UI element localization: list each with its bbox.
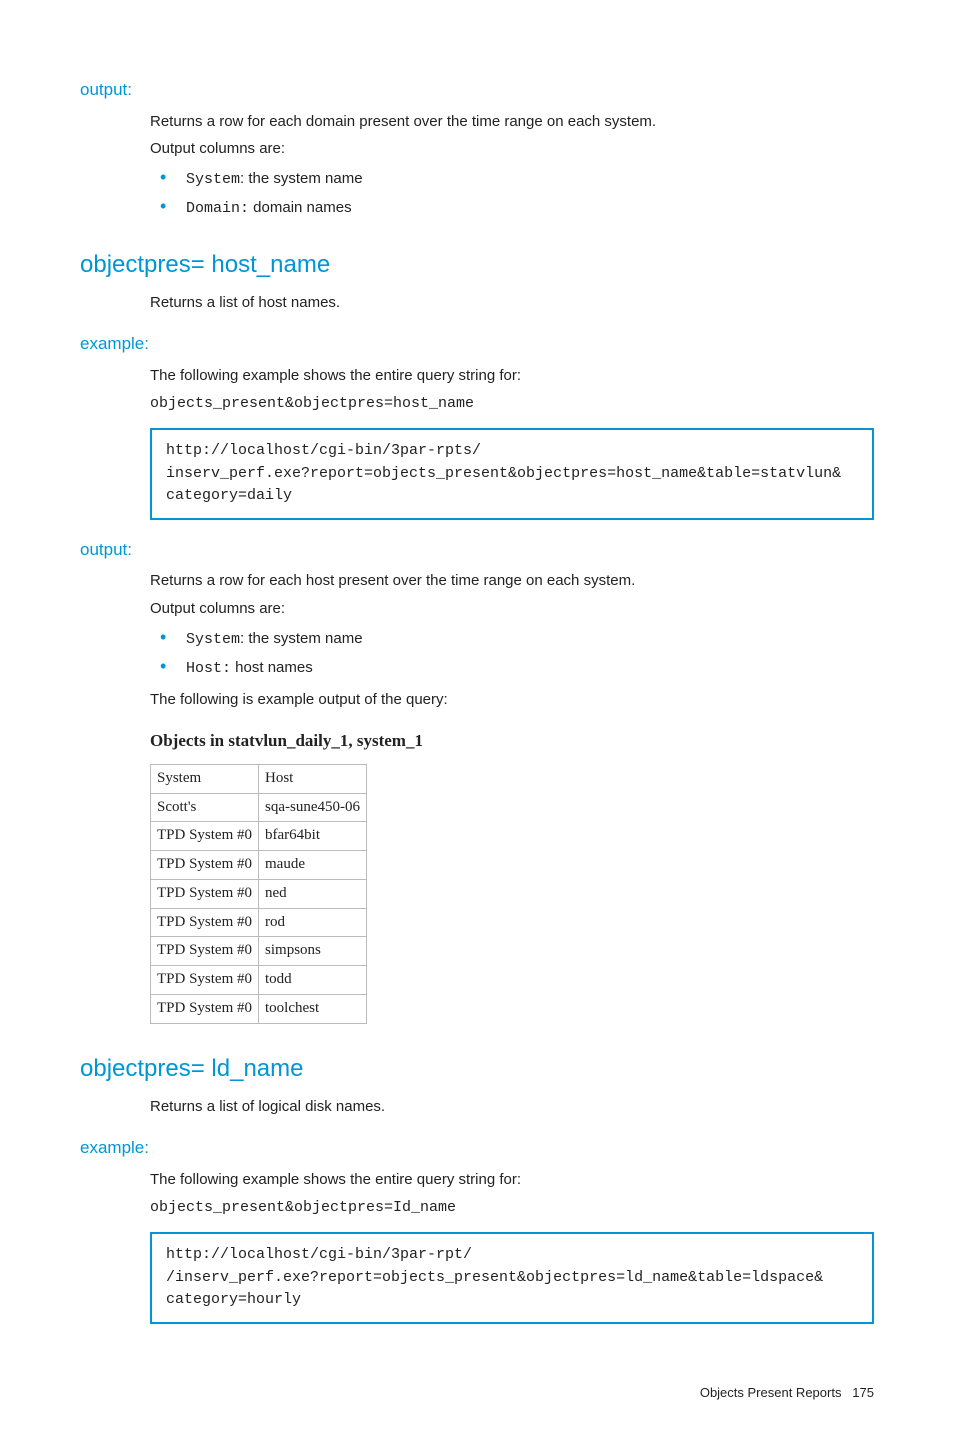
table-cell: simpsons [259, 937, 367, 966]
table-row: TPD System #0toolchest [151, 994, 367, 1023]
heading-host-desc: Returns a list of host names. [150, 292, 874, 314]
bullet-item: Host: host names [150, 657, 874, 680]
bullet-item: System: the system name [150, 628, 874, 651]
table-row: TPD System #0bfar64bit [151, 822, 367, 851]
page-footer: Objects Present Reports 175 [80, 1384, 874, 1403]
output-desc-2: Returns a row for each host present over… [150, 570, 874, 592]
heading-host-name: objectpres= host_name [80, 248, 874, 283]
table-cell: todd [259, 966, 367, 995]
example-body-2: The following example shows the entire q… [150, 1169, 874, 1219]
table-title: Objects in statvlun_daily_1, system_1 [150, 729, 874, 754]
table-row: System Host [151, 764, 367, 793]
table-row: Scott'ssqa-sune450-06 [151, 793, 367, 822]
table-cell: TPD System #0 [151, 908, 259, 937]
bullet-text: domain names [249, 199, 352, 216]
output-after-2: The following is example output of the q… [150, 689, 874, 711]
footer-text: Objects Present Reports [700, 1385, 842, 1400]
table-cell: TPD System #0 [151, 879, 259, 908]
bullet-code: Domain: [186, 200, 249, 217]
table-cell: TPD System #0 [151, 937, 259, 966]
table-cell: TPD System #0 [151, 851, 259, 880]
table-cell: ned [259, 879, 367, 908]
output-bullets-1: System: the system name Domain: domain n… [150, 168, 874, 220]
example-desc-1: The following example shows the entire q… [150, 365, 874, 387]
code-box-1: http://localhost/cgi-bin/3par-rpts/ inse… [150, 428, 874, 520]
bullet-item: Domain: domain names [150, 197, 874, 220]
table-header-cell: Host [259, 764, 367, 793]
table-cell: TPD System #0 [151, 822, 259, 851]
example-body-1: The following example shows the entire q… [150, 365, 874, 415]
table-row: TPD System #0todd [151, 966, 367, 995]
code-box-2: http://localhost/cgi-bin/3par-rpt/ /inse… [150, 1232, 874, 1324]
table-cell: TPD System #0 [151, 994, 259, 1023]
footer-page: 175 [852, 1385, 874, 1400]
bullet-text: : the system name [240, 630, 363, 647]
table-cell: maude [259, 851, 367, 880]
output-cols-intro-1: Output columns are: [150, 138, 874, 160]
example-label-2: example: [80, 1136, 874, 1161]
heading-host-desc-wrap: Returns a list of host names. [150, 292, 874, 314]
example-code-line-2: objects_present&objectpres=Id_name [150, 1197, 874, 1219]
bullet-code: System [186, 171, 240, 188]
table-row: TPD System #0ned [151, 879, 367, 908]
bullet-text: : the system name [240, 170, 363, 187]
heading-ld-desc: Returns a list of logical disk names. [150, 1096, 874, 1118]
bullet-text: host names [231, 659, 313, 676]
output-desc-1: Returns a row for each domain present ov… [150, 111, 874, 133]
table-cell: TPD System #0 [151, 966, 259, 995]
table-row: TPD System #0maude [151, 851, 367, 880]
table-cell: Scott's [151, 793, 259, 822]
output-body-2: Returns a row for each host present over… [150, 570, 874, 1023]
bullet-code: System [186, 631, 240, 648]
table-cell: rod [259, 908, 367, 937]
table-cell: sqa-sune450-06 [259, 793, 367, 822]
bullet-code: Host: [186, 660, 231, 677]
example-label-1: example: [80, 332, 874, 357]
bullet-item: System: the system name [150, 168, 874, 191]
table-row: TPD System #0rod [151, 908, 367, 937]
table-header-cell: System [151, 764, 259, 793]
output-bullets-2: System: the system name Host: host names [150, 628, 874, 680]
output-table: System Host Scott'ssqa-sune450-06 TPD Sy… [150, 764, 367, 1024]
heading-ld-name: objectpres= ld_name [80, 1052, 874, 1087]
example-desc-2: The following example shows the entire q… [150, 1169, 874, 1191]
output-label-2: output: [80, 538, 874, 563]
output-body-1: Returns a row for each domain present ov… [150, 111, 874, 220]
table-cell: bfar64bit [259, 822, 367, 851]
output-cols-intro-2: Output columns are: [150, 598, 874, 620]
example-code-line-1: objects_present&objectpres=host_name [150, 393, 874, 415]
output-label-1: output: [80, 78, 874, 103]
table-cell: toolchest [259, 994, 367, 1023]
heading-ld-desc-wrap: Returns a list of logical disk names. [150, 1096, 874, 1118]
table-row: TPD System #0simpsons [151, 937, 367, 966]
